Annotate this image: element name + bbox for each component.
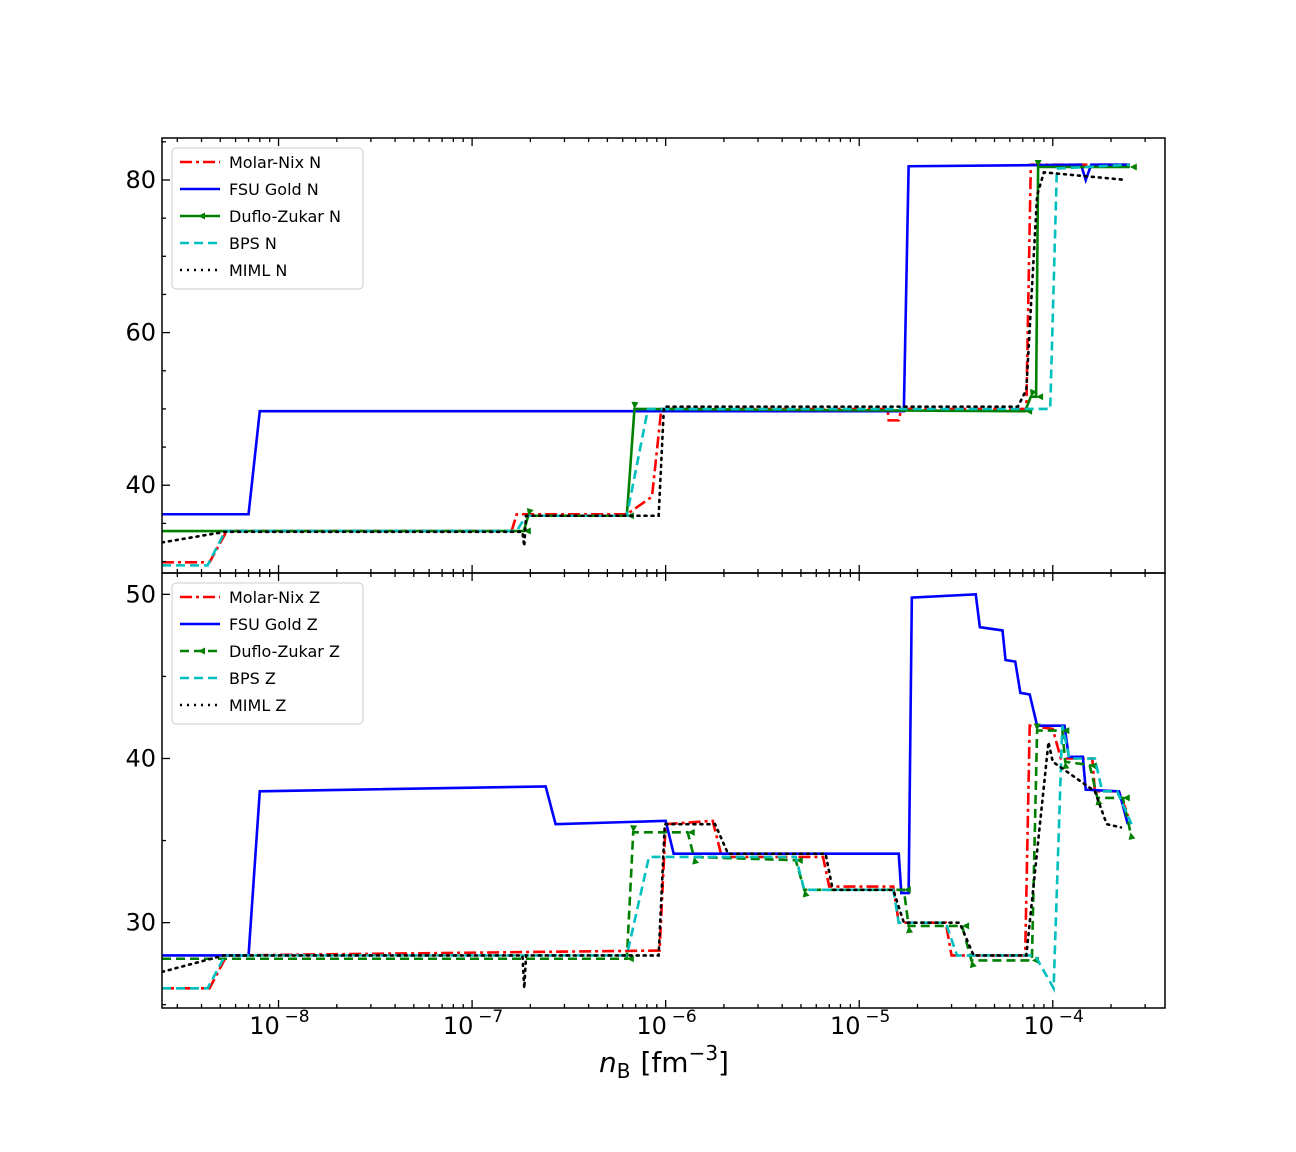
x-axis-label-symbol: n — [599, 1046, 617, 1079]
x-tick-labels: 10 −8 10 −7 10 −6 10 −5 10 −4 — [249, 1007, 1084, 1040]
y-tick-label: 40 — [125, 471, 156, 499]
legend-label-molar-nix-n: Molar-Nix N — [229, 153, 321, 172]
bottom-series-group — [162, 592, 1136, 993]
series-marker-duflo-zukar-n — [1030, 388, 1037, 397]
x-axis-label-unit: [fm — [641, 1046, 689, 1079]
x-axis-label-subscript: B — [617, 1059, 631, 1083]
series-line-fsu-gold-n — [162, 163, 1130, 516]
top-series-group — [162, 159, 1137, 567]
series-marker-duflo-zukar-z — [1089, 762, 1098, 770]
y-tick-label: 80 — [125, 166, 156, 194]
x-axis-label-exponent: −3 — [689, 1041, 718, 1065]
x-tick-label-exponent: −6 — [672, 1007, 697, 1027]
x-axis-label-close: ] — [718, 1046, 729, 1079]
series-marker-duflo-zukar-z — [1122, 794, 1130, 802]
series-line-miml-n — [162, 170, 1128, 547]
bottom-panel-z: 30 40 50 Molar-Nix Z FSU Gold Z Duflo-Zukar … — [125, 572, 1166, 1009]
series-marker-duflo-zukar-z — [1033, 723, 1041, 731]
series-marker-duflo-zukar-z — [687, 828, 695, 836]
x-tick-label: 10 — [249, 1012, 280, 1040]
series-line-bps-z — [162, 725, 1133, 993]
series-marker-duflo-zukar-z — [969, 960, 977, 969]
y-tick-label: 30 — [125, 909, 156, 937]
series-marker-duflo-zukar-z — [692, 856, 700, 865]
top-panel-n: 40 60 80 Molar-Nix N FSU Gold N Duflo-Zukar … — [125, 137, 1166, 574]
series-marker-duflo-zukar-z — [1062, 761, 1070, 770]
series-marker-duflo-zukar-z — [626, 955, 634, 963]
top-legend: Molar-Nix N FSU Gold N Duflo-Zukar N BPS N M… — [171, 147, 364, 290]
series-marker-duflo-zukar-z — [795, 856, 803, 864]
legend-label-bps-z: BPS Z — [229, 669, 276, 688]
series-marker-duflo-zukar-z — [630, 825, 638, 833]
series-marker-duflo-zukar-z — [906, 925, 914, 934]
series-marker-duflo-zukar-n — [631, 401, 639, 409]
bottom-axes-frame — [161, 572, 1166, 1009]
x-axis-label: nB [fm−3] — [599, 1041, 729, 1083]
x-tick-label-exponent: −5 — [865, 1007, 890, 1027]
x-tick-label: 10 — [443, 1012, 474, 1040]
y-tick-label: 50 — [125, 580, 156, 608]
series-marker-duflo-zukar-n — [1129, 163, 1137, 171]
legend-label-duflo-zukar-z: Duflo-Zukar Z — [229, 642, 340, 661]
x-tick-label: 10 — [636, 1012, 667, 1040]
series-line-miml-z — [162, 741, 1123, 989]
series-marker-duflo-zukar-z — [962, 922, 970, 930]
y-tick-label: 60 — [125, 319, 156, 347]
legend-marker-duflo-zukar-n — [198, 212, 205, 220]
series-marker-duflo-zukar-n — [523, 527, 531, 535]
legend-label-miml-n: MIML N — [229, 261, 287, 280]
x-tick-label: 10 — [1024, 1012, 1055, 1040]
x-tick-label-exponent: −8 — [285, 1007, 310, 1027]
bottom-legend: Molar-Nix Z FSU Gold Z Duflo-Zukar Z BPS Z M… — [171, 582, 364, 725]
legend-box — [171, 582, 364, 725]
legend-label-miml-z: MIML Z — [229, 696, 286, 715]
series-marker-duflo-zukar-z — [1128, 832, 1136, 840]
series-marker-duflo-zukar-n — [1034, 159, 1042, 167]
y-tick-label: 40 — [125, 744, 156, 772]
legend-label-bps-n: BPS N — [229, 234, 277, 253]
series-marker-duflo-zukar-n — [526, 508, 534, 516]
legend-marker-duflo-zukar-z — [198, 647, 205, 655]
legend-label-molar-nix-z: Molar-Nix Z — [229, 588, 320, 607]
series-marker-duflo-zukar-n — [1036, 393, 1044, 401]
x-tick-label-exponent: −7 — [478, 1007, 503, 1027]
x-tick-label-exponent: −4 — [1059, 1007, 1084, 1027]
legend-label-fsu-gold-n: FSU Gold N — [229, 180, 319, 199]
x-tick-label: 10 — [830, 1012, 861, 1040]
legend-box — [171, 147, 364, 290]
series-marker-duflo-zukar-z — [1062, 727, 1070, 735]
series-marker-duflo-zukar-z — [802, 889, 810, 898]
legend-label-duflo-zukar-n: Duflo-Zukar N — [229, 207, 341, 226]
legend-label-fsu-gold-z: FSU Gold Z — [229, 615, 318, 634]
series-marker-duflo-zukar-z — [903, 886, 911, 894]
